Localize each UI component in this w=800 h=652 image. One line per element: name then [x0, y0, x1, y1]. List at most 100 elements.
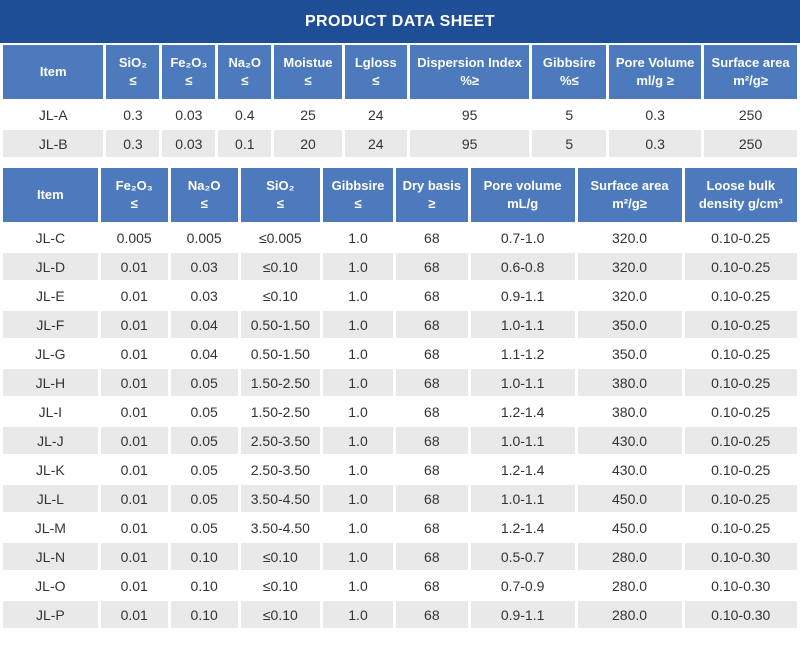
table-cell: 0.05 [170, 398, 238, 425]
column-header-sio2: SiO₂ ≤ [240, 168, 320, 222]
table-cell: ≤0.10 [240, 253, 320, 280]
table-cell: 0.05 [170, 485, 238, 512]
row-item-label: JL-C [3, 224, 98, 251]
table-cell: 0.10-0.30 [684, 601, 797, 628]
table-cell: 68 [396, 369, 468, 396]
table-cell: 0.10-0.25 [684, 253, 797, 280]
row-item-label: JL-P [3, 601, 98, 628]
column-header-loose-bulk-density: Loose bulk density g/cm³ [684, 168, 797, 222]
column-header-na2o: Na₂O ≤ [218, 45, 272, 99]
table-cell: 68 [396, 398, 468, 425]
table-cell: 0.9-1.1 [470, 601, 575, 628]
table-row: JL-C 0.005 0.005 ≤0.005 1.0 68 0.7-1.0 320.0 0.1… [3, 224, 797, 251]
table-cell: 0.10-0.25 [684, 224, 797, 251]
table-row: JL-P 0.01 0.10 ≤0.10 1.0 68 0.9-1.1 280.0 0.10-0… [3, 601, 797, 628]
table-cell: ≤0.10 [240, 282, 320, 309]
table-cell: 280.0 [577, 543, 682, 570]
table-row: JL-K 0.01 0.05 2.50-3.50 1.0 68 1.2-1.4 430.0 0.… [3, 456, 797, 483]
row-item-label: JL-I [3, 398, 98, 425]
table-cell: 0.3 [609, 101, 702, 128]
column-header-lgloss: Lgloss ≤ [344, 45, 407, 99]
row-item-label: JL-A [3, 101, 104, 128]
table-cell: 68 [396, 601, 468, 628]
table-cell: 3.50-4.50 [240, 514, 320, 541]
table-cell: 68 [396, 572, 468, 599]
table-row: JL-M 0.01 0.05 3.50-4.50 1.0 68 1.2-1.4 450.0 0.… [3, 514, 797, 541]
table-cell: 0.01 [100, 514, 168, 541]
table-cell: 68 [396, 456, 468, 483]
table-cell: 68 [396, 514, 468, 541]
page-title: PRODUCT DATA SHEET [304, 12, 495, 30]
table-cell: 0.6-0.8 [470, 253, 575, 280]
table-cell: 1.2-1.4 [470, 456, 575, 483]
table-cell: 0.10 [170, 572, 238, 599]
table-cell: ≤0.005 [240, 224, 320, 251]
table-cell: 1.1-1.2 [470, 340, 575, 367]
table-cell: 430.0 [577, 427, 682, 454]
table-cell: 0.10-0.25 [684, 369, 797, 396]
table-cell: 2.50-3.50 [240, 427, 320, 454]
row-item-label: JL-L [3, 485, 98, 512]
table-cell: 1.50-2.50 [240, 398, 320, 425]
spec-table-1-header: Item SiO₂ ≤ Fe₂O₃ ≤ Na₂O ≤ Moistue ≤ Lgl… [3, 45, 797, 99]
column-header-gibbsire: Gibbsire %≤ [532, 45, 607, 99]
table-cell: 320.0 [577, 282, 682, 309]
table-cell: 95 [409, 130, 530, 157]
table-cell: 1.2-1.4 [470, 514, 575, 541]
table-cell: 250 [704, 130, 797, 157]
header-row: Item SiO₂ ≤ Fe₂O₃ ≤ Na₂O ≤ Moistue ≤ Lgl… [3, 45, 797, 99]
table-row: JL-N 0.01 0.10 ≤0.10 1.0 68 0.5-0.7 280.0 0.10-0… [3, 543, 797, 570]
table-cell: 1.0 [322, 224, 394, 251]
table-cell: 95 [409, 101, 530, 128]
table-cell: 0.03 [170, 282, 238, 309]
table-row: JL-F 0.01 0.04 0.50-1.50 1.0 68 1.0-1.1 350.0 0.… [3, 311, 797, 338]
table-row: JL-E 0.01 0.03 ≤0.10 1.0 68 0.9-1.1 320.0 0.10-0… [3, 282, 797, 309]
table-cell: 0.01 [100, 601, 168, 628]
table-row: JL-B 0.3 0.03 0.1 20 24 95 5 0.3 250 [3, 130, 797, 157]
table-cell: 280.0 [577, 572, 682, 599]
row-item-label: JL-G [3, 340, 98, 367]
title-bar: PRODUCT DATA SHEET [0, 0, 800, 43]
table-cell: 1.0 [322, 282, 394, 309]
spec-table-2-header: Item Fe₂O₃ ≤ Na₂O ≤ SiO₂ ≤ Gibbsire ≤ Dr… [3, 168, 797, 222]
spec-table-2-section: Item Fe₂O₃ ≤ Na₂O ≤ SiO₂ ≤ Gibbsire ≤ Dr… [0, 166, 800, 630]
table-cell: 5 [532, 130, 607, 157]
table-cell: 0.5-0.7 [470, 543, 575, 570]
table-cell: 68 [396, 282, 468, 309]
table-row: JL-D 0.01 0.03 ≤0.10 1.0 68 0.6-0.8 320.0 0.10-0… [3, 253, 797, 280]
table-cell: 0.10-0.25 [684, 456, 797, 483]
table-cell: 0.10 [170, 543, 238, 570]
table-cell: 0.10-0.25 [684, 340, 797, 367]
column-header-surface-area: Surface area m²/g≥ [577, 168, 682, 222]
table-row: JL-O 0.01 0.10 ≤0.10 1.0 68 0.7-0.9 280.0 0.10-0… [3, 572, 797, 599]
table-cell: 0.7-0.9 [470, 572, 575, 599]
table-cell: 0.01 [100, 311, 168, 338]
table-cell: 1.0 [322, 514, 394, 541]
table-cell: 430.0 [577, 456, 682, 483]
table-cell: 0.03 [170, 253, 238, 280]
table-cell: 0.005 [100, 224, 168, 251]
table-cell: 0.05 [170, 369, 238, 396]
table-cell: 0.04 [170, 340, 238, 367]
column-header-pore-volume: Pore Volume ml/g ≥ [609, 45, 702, 99]
row-item-label: JL-J [3, 427, 98, 454]
table-cell: 0.01 [100, 282, 168, 309]
column-header-fe2o3: Fe₂O₃ ≤ [162, 45, 216, 99]
table-cell: 1.2-1.4 [470, 398, 575, 425]
table-cell: 0.4 [218, 101, 272, 128]
table-cell: 24 [344, 130, 407, 157]
table-cell: 1.0-1.1 [470, 369, 575, 396]
table-cell: 1.0 [322, 572, 394, 599]
spec-table-1-body: JL-A 0.3 0.03 0.4 25 24 95 5 0.3 250 JL-B 0.3 0.03 0.… [3, 101, 797, 157]
row-item-label: JL-F [3, 311, 98, 338]
table-cell: 1.0 [322, 427, 394, 454]
table-cell: ≤0.10 [240, 572, 320, 599]
table-cell: 1.0-1.1 [470, 427, 575, 454]
table-cell: 0.50-1.50 [240, 311, 320, 338]
table-cell: 0.9-1.1 [470, 282, 575, 309]
table-cell: 68 [396, 485, 468, 512]
row-item-label: JL-D [3, 253, 98, 280]
table-cell: 1.0 [322, 398, 394, 425]
table-row: JL-G 0.01 0.04 0.50-1.50 1.0 68 1.1-1.2 350.0 0.… [3, 340, 797, 367]
table-cell: 68 [396, 340, 468, 367]
